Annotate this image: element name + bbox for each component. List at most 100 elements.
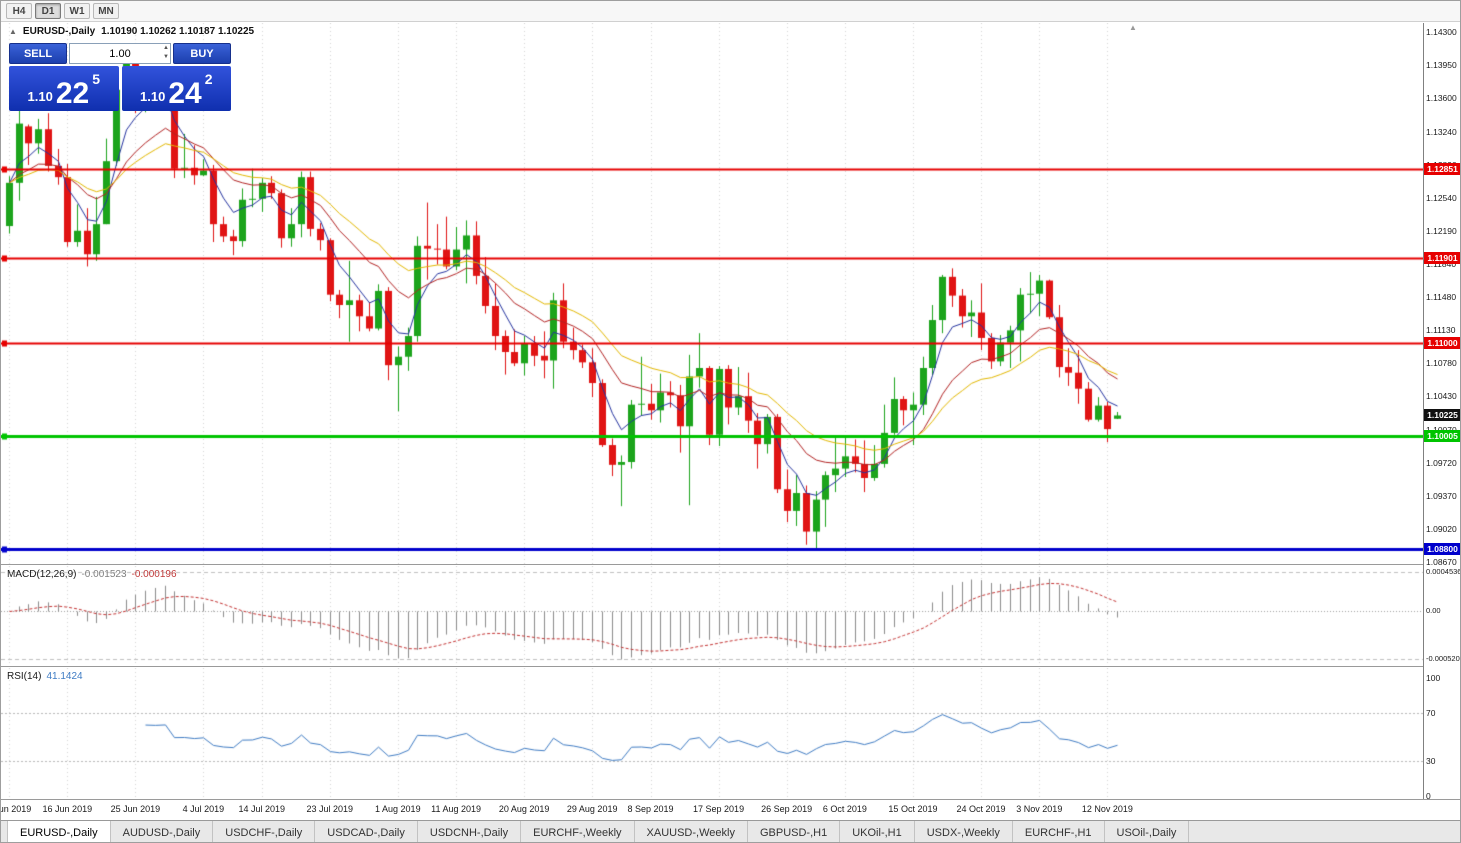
timeframe-button-w1[interactable]: W1 [64, 3, 90, 19]
chart-tab-gbpusd-h1[interactable]: GBPUSD-,H1 [747, 821, 841, 842]
price-axis-label: 1.09370 [1426, 490, 1457, 501]
macd-indicator-label: MACD(12,26,9) -0.001523 -0.000196 [7, 569, 177, 580]
date-axis: 6 Jun 2019 16 Jun 2019 25 Jun 2019 4 Jul 20… [1, 800, 1423, 820]
macd-canvas[interactable] [1, 566, 1423, 666]
date-axis-label: 26 Sep 2019 [761, 804, 813, 814]
chart-tab-usoil-daily[interactable]: USOil-,Daily [1104, 821, 1190, 842]
panel-separator [1, 799, 1460, 800]
date-axis-label: 6 Oct 2019 [822, 804, 867, 814]
chart-ohlc-header: ▲ EURUSD-,Daily 1.10190 1.10262 1.10187 … [9, 26, 254, 37]
buy-price-prefix: 1.10 [140, 89, 166, 104]
rsi-value: 41.1424 [46, 671, 83, 682]
buy-price-pip: 2 [204, 71, 213, 87]
timeframe-button-h4[interactable]: H4 [6, 3, 32, 19]
chart-tab-usdcad-daily[interactable]: USDCAD-,Daily [315, 821, 418, 842]
price-axis-label: 1.09720 [1426, 457, 1457, 468]
macd-title: MACD(12,26,9) [7, 569, 77, 580]
buy-price-big: 24 [168, 77, 202, 111]
price-axis: 1.143001.139501.136001.132401.128901.125… [1423, 23, 1461, 801]
sell-price-pip: 5 [92, 71, 100, 87]
date-axis-label: 24 Oct 2019 [956, 804, 1006, 814]
one-click-collapse-icon[interactable]: ▲ [9, 27, 17, 36]
macd-signal-value: -0.000196 [131, 569, 177, 580]
panel-separator[interactable] [1, 666, 1460, 668]
rsi-axis-label: 0 [1426, 791, 1431, 801]
volume-field[interactable]: 1.00 ▲ ▼ [69, 43, 171, 64]
chart-tab-usdx-weekly[interactable]: USDX-,Weekly [914, 821, 1013, 842]
chart-tab-eurchf-h1[interactable]: EURCHF-,H1 [1012, 821, 1105, 842]
price-axis-label: 1.12540 [1426, 192, 1457, 203]
chart-tab-usdchf-daily[interactable]: USDCHF-,Daily [213, 821, 316, 842]
sell-price-button[interactable]: 1.10 22 5 [9, 66, 119, 111]
rsi-axis-label: 100 [1426, 673, 1441, 683]
date-axis-label: 8 Sep 2019 [627, 804, 674, 814]
sell-price-prefix: 1.10 [27, 89, 53, 104]
date-axis-label: 14 Jul 2019 [238, 804, 285, 814]
date-axis-label: 29 Aug 2019 [566, 804, 618, 814]
rsi-axis-label: 30 [1426, 755, 1436, 766]
price-axis-label: 1.10430 [1426, 391, 1457, 402]
price-axis-label: 1.12190 [1426, 225, 1457, 236]
date-axis-label: 17 Sep 2019 [693, 804, 745, 814]
date-axis-label: 25 Jun 2019 [110, 804, 161, 814]
chart-tab-usdcnh-daily[interactable]: USDCNH-,Daily [417, 821, 522, 842]
volume-value: 1.00 [109, 47, 131, 60]
chart-tab-ukoil-h1[interactable]: UKOil-,H1 [840, 821, 915, 842]
rsi-axis-label: 70 [1426, 708, 1436, 719]
buy-price-button[interactable]: 1.10 24 2 [121, 66, 231, 111]
macd-axis-label: 0.0004536 [1426, 567, 1461, 576]
chart-ohlc-values: 1.10190 1.10262 1.10187 1.10225 [101, 26, 255, 37]
chart-tab-eurchf-weekly[interactable]: EURCHF-,Weekly [521, 821, 635, 842]
date-axis-label: 11 Aug 2019 [431, 804, 482, 814]
date-axis-label: 20 Aug 2019 [498, 804, 550, 814]
price-axis-label: 1.10780 [1426, 358, 1457, 369]
spinner-up-icon[interactable]: ▲ [163, 45, 169, 51]
hline-price-badge[interactable]: 1.11901 [1424, 251, 1460, 264]
hline-price-badge[interactable]: 1.12851 [1424, 162, 1460, 175]
timeframe-toolbar: H4 D1 W1 MN [1, 1, 1460, 22]
spinner-down-icon[interactable]: ▼ [163, 54, 169, 60]
price-axis-label: 1.11480 [1426, 292, 1457, 303]
chart-tab-audusd-daily[interactable]: AUDUSD-,Daily [110, 821, 214, 842]
hline-price-badge[interactable]: 1.08800 [1424, 543, 1460, 556]
chart-shift-marker-icon[interactable]: ▲ [1129, 23, 1137, 32]
price-axis-label: 1.11130 [1426, 325, 1456, 336]
date-axis-label: 12 Nov 2019 [1081, 804, 1133, 814]
chart-symbol-label: EURUSD-,Daily [22, 26, 96, 37]
price-axis-label: 1.13240 [1426, 127, 1457, 138]
date-axis-label: 23 Jul 2019 [306, 804, 354, 814]
macd-axis-label: 0.00 [1426, 606, 1441, 615]
timeframe-button-mn[interactable]: MN [93, 3, 119, 19]
price-axis-label: 1.08670 [1426, 556, 1457, 567]
timeframe-button-d1[interactable]: D1 [35, 3, 61, 19]
date-axis-label: 6 Jun 2019 [1, 804, 32, 814]
date-axis-label: 3 Nov 2019 [1016, 804, 1063, 814]
macd-main-value: -0.001523 [81, 569, 127, 580]
rsi-canvas[interactable] [1, 668, 1423, 799]
volume-spinner[interactable]: ▲ ▼ [163, 44, 169, 62]
chart-tab-xauusd-weekly[interactable]: XAUUSD-,Weekly [634, 821, 748, 842]
date-axis-label: 1 Aug 2019 [375, 804, 421, 814]
chart-tab-eurusd-daily[interactable]: EURUSD-,Daily [7, 821, 111, 842]
price-axis-label: 1.13600 [1426, 93, 1457, 104]
price-axis-label: 1.09020 [1426, 523, 1457, 534]
date-axis-label: 16 Jun 2019 [42, 804, 93, 814]
one-click-trading-panel: SELL 1.00 ▲ ▼ BUY 1.10 22 5 1.10 24 2 [9, 43, 231, 111]
current-price-badge: 1.10225 [1424, 409, 1460, 422]
date-axis-label: 15 Oct 2019 [888, 804, 938, 814]
sell-price-big: 22 [55, 77, 90, 111]
hline-price-badge[interactable]: 1.11000 [1424, 336, 1460, 349]
panel-separator[interactable] [1, 564, 1460, 566]
price-chart-canvas[interactable] [1, 23, 1423, 564]
date-axis-label: 4 Jul 2019 [182, 804, 225, 814]
buy-button[interactable]: BUY [173, 43, 231, 64]
macd-axis-label: -0.0005205 [1426, 654, 1461, 663]
price-axis-label: 1.13950 [1426, 60, 1457, 71]
rsi-indicator-label: RSI(14) 41.1424 [7, 671, 83, 682]
chart-tab-bar: EURUSD-,Daily AUDUSD-,Daily USDCHF-,Daily U… [1, 820, 1460, 842]
rsi-title: RSI(14) [7, 671, 42, 682]
hline-price-badge[interactable]: 1.10005 [1424, 430, 1460, 443]
sell-button[interactable]: SELL [9, 43, 67, 64]
